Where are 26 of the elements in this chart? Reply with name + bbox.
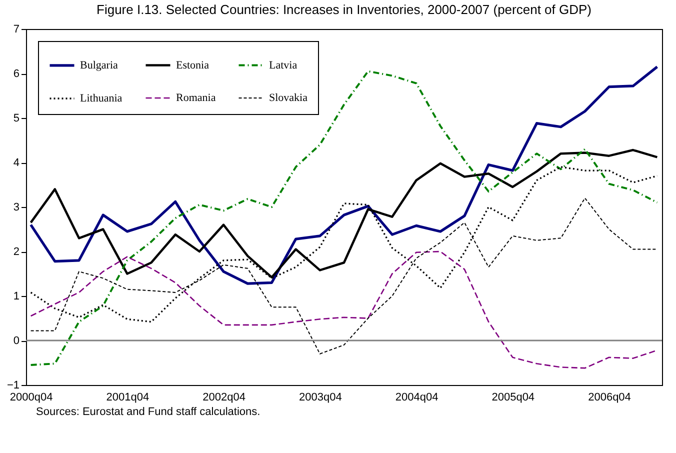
source-note: Sources: Eurostat and Fund staff calculations. <box>35 405 262 418</box>
legend-label: Lithuania <box>80 92 122 104</box>
x-tick-label: 2000q04 <box>10 392 53 404</box>
y-tick-label: 2 <box>13 246 20 258</box>
y-tick-label: 1 <box>13 290 20 302</box>
y-tick-label: 0 <box>13 335 20 347</box>
legend-label: Bulgaria <box>80 59 118 72</box>
line-series <box>30 250 658 369</box>
y-tick-label: 4 <box>13 157 20 169</box>
legend-label: Romania <box>176 92 216 104</box>
legend-label: Latvia <box>269 59 298 72</box>
x-tick-label: 2002q04 <box>202 392 246 404</box>
x-tick-label: 2001q04 <box>106 392 150 404</box>
x-tick-label: 2006q04 <box>588 392 631 404</box>
x-tick-label: 2004q04 <box>395 392 438 404</box>
y-tick-label: 3 <box>13 202 20 214</box>
y-tick-label: 7 <box>13 24 20 36</box>
x-tick-label: 2005q04 <box>492 392 535 404</box>
y-tick-label: 5 <box>13 112 20 124</box>
legend-label: Slovakia <box>269 92 308 104</box>
y-tick-label: −1 <box>6 380 20 392</box>
legend-label: Estonia <box>176 59 210 72</box>
line-series <box>30 70 658 366</box>
y-tick-label: 6 <box>13 68 20 80</box>
x-tick-label: 2003q04 <box>298 392 342 404</box>
chart-title: Figure I.13. Selected Countries: Increases in Inventories, 2000-2007 (percent of GDP) <box>96 2 592 17</box>
